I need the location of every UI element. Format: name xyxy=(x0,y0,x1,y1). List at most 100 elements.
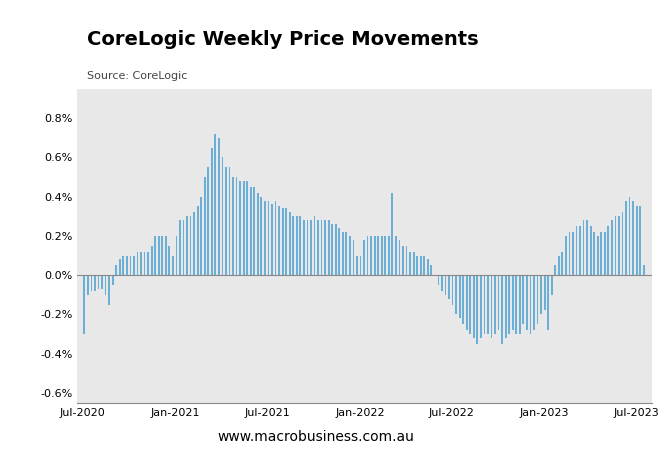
Bar xyxy=(392,193,393,275)
Bar xyxy=(416,256,418,275)
Bar xyxy=(190,216,192,275)
Bar xyxy=(607,226,610,275)
Bar xyxy=(317,220,319,275)
Bar xyxy=(583,220,585,275)
Bar xyxy=(158,236,159,275)
Bar xyxy=(282,208,284,275)
Bar xyxy=(544,275,546,310)
Bar xyxy=(278,207,280,275)
Bar xyxy=(119,259,121,275)
Bar xyxy=(236,177,237,275)
Bar xyxy=(289,212,290,275)
Bar xyxy=(530,275,532,334)
Bar xyxy=(264,201,266,275)
Bar xyxy=(593,232,595,275)
Bar xyxy=(356,256,358,275)
Bar xyxy=(94,275,96,291)
Bar xyxy=(618,216,620,275)
Bar xyxy=(165,236,167,275)
Bar xyxy=(639,207,641,275)
Bar xyxy=(498,275,499,330)
Bar xyxy=(398,240,401,275)
Bar xyxy=(360,256,362,275)
Bar xyxy=(420,256,421,275)
Bar xyxy=(632,201,634,275)
Bar xyxy=(622,212,624,275)
Bar xyxy=(105,275,106,295)
Bar xyxy=(286,208,287,275)
Bar xyxy=(324,220,326,275)
Bar xyxy=(409,252,411,275)
Bar xyxy=(547,275,549,330)
Bar xyxy=(345,232,347,275)
Text: CoreLogic Weekly Price Movements: CoreLogic Weekly Price Movements xyxy=(87,30,479,49)
Bar xyxy=(537,275,538,324)
Bar xyxy=(515,275,517,334)
Bar xyxy=(243,181,245,275)
Bar xyxy=(218,138,220,275)
Bar xyxy=(590,226,591,275)
Bar xyxy=(554,265,556,275)
Bar xyxy=(505,275,507,338)
Bar xyxy=(247,181,248,275)
Bar xyxy=(275,201,276,275)
Bar xyxy=(406,246,407,275)
Bar xyxy=(551,275,552,295)
Bar xyxy=(561,252,563,275)
Bar xyxy=(296,216,298,275)
Bar xyxy=(342,232,343,275)
Bar xyxy=(579,226,581,275)
Bar xyxy=(136,252,138,275)
Bar xyxy=(144,252,145,275)
Bar xyxy=(87,275,89,295)
Bar xyxy=(402,246,404,275)
Bar xyxy=(321,220,323,275)
Bar xyxy=(222,157,223,275)
Bar xyxy=(643,265,644,275)
Text: Source: CoreLogic: Source: CoreLogic xyxy=(87,71,187,81)
Bar xyxy=(480,275,482,338)
Bar xyxy=(604,232,605,275)
Bar xyxy=(448,275,450,298)
Bar xyxy=(381,236,382,275)
Bar xyxy=(310,220,312,275)
Bar xyxy=(122,256,124,275)
Bar xyxy=(101,275,103,289)
Bar xyxy=(133,256,135,275)
Bar xyxy=(172,256,174,275)
Bar xyxy=(540,275,542,314)
Bar xyxy=(370,236,372,275)
Bar xyxy=(179,220,181,275)
Bar xyxy=(508,275,510,334)
Bar xyxy=(533,275,535,330)
Bar xyxy=(331,224,333,275)
Text: www.macrobusiness.com.au: www.macrobusiness.com.au xyxy=(218,430,414,444)
Bar xyxy=(487,275,489,334)
Bar xyxy=(147,252,149,275)
Bar xyxy=(204,177,206,275)
Bar xyxy=(306,220,308,275)
Bar xyxy=(225,167,227,275)
Bar xyxy=(558,256,560,275)
Bar xyxy=(629,197,630,275)
Bar xyxy=(335,224,337,275)
Bar xyxy=(466,275,468,330)
Bar xyxy=(526,275,528,330)
Bar xyxy=(423,256,425,275)
Bar xyxy=(431,265,432,275)
Bar xyxy=(97,275,99,289)
Bar xyxy=(250,187,251,275)
Bar xyxy=(271,204,273,275)
Bar xyxy=(83,275,85,334)
Bar xyxy=(523,275,524,324)
Bar xyxy=(459,275,460,318)
Bar xyxy=(484,275,485,334)
Bar xyxy=(112,275,114,285)
Bar xyxy=(388,236,390,275)
Bar xyxy=(140,252,142,275)
Bar xyxy=(257,193,259,275)
Bar xyxy=(339,228,340,275)
Bar xyxy=(427,259,429,275)
Bar xyxy=(384,236,386,275)
Bar xyxy=(565,236,566,275)
